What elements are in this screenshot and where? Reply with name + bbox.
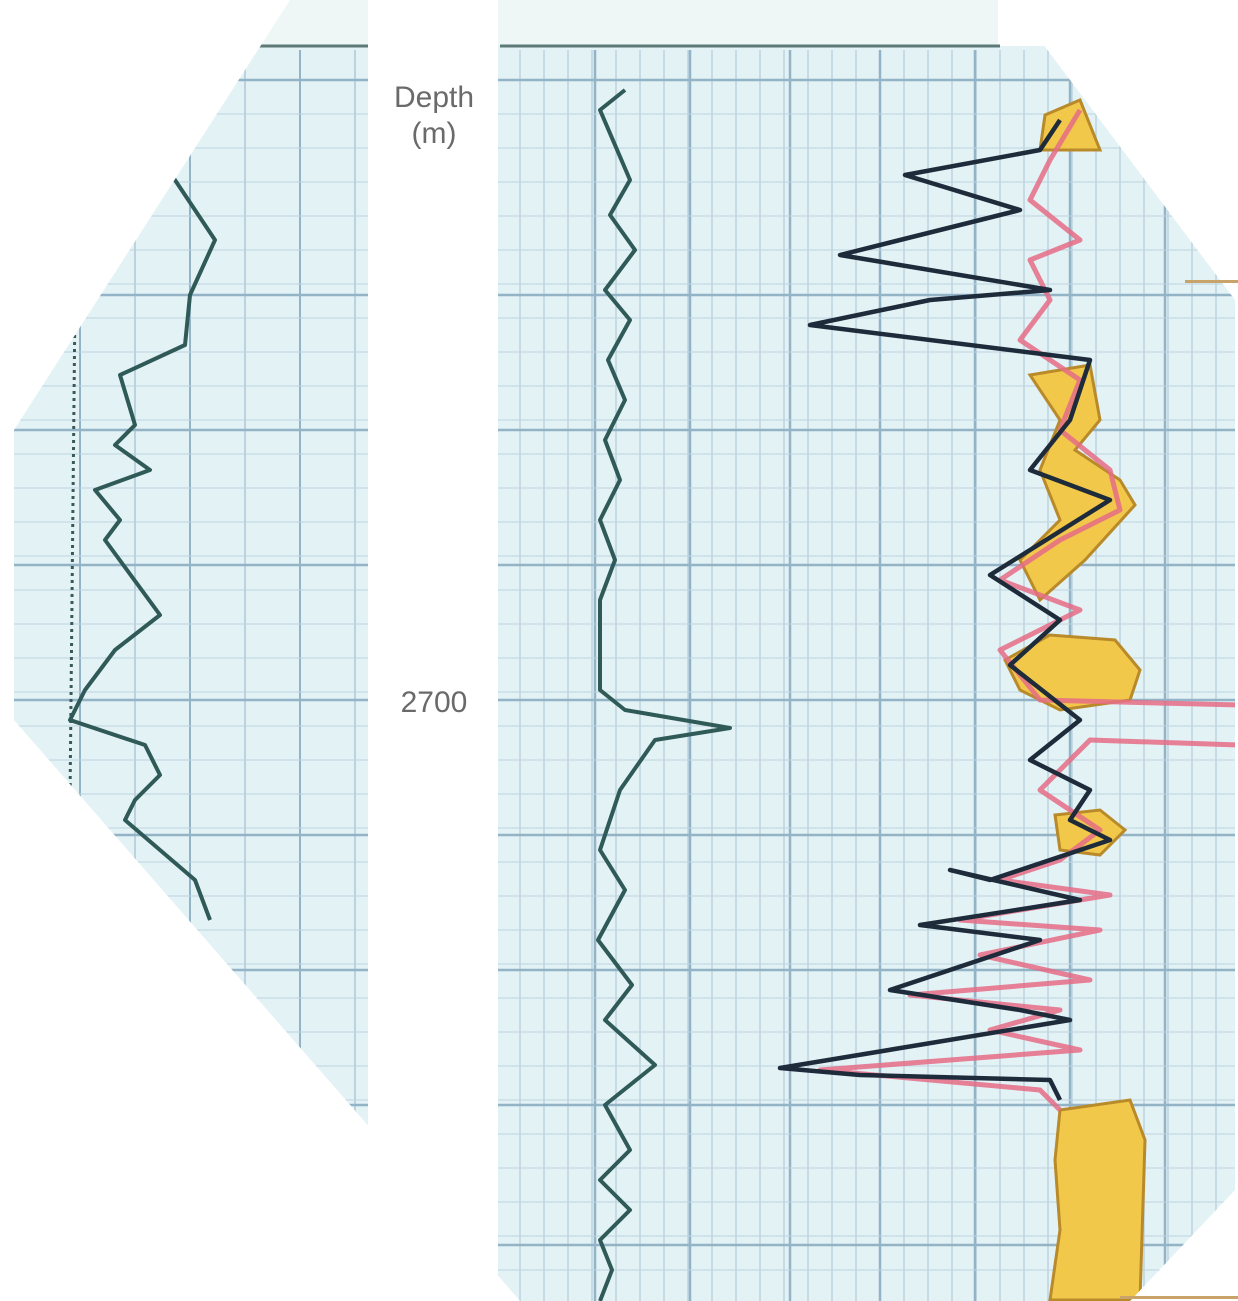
right-track-teal-curve bbox=[596, 88, 732, 1301]
sand-fill-region bbox=[1003, 633, 1142, 712]
sand-fill-region bbox=[1018, 363, 1137, 603]
left-track-header bbox=[260, 0, 360, 46]
decorative-line-top bbox=[1185, 280, 1238, 283]
left-track-background bbox=[14, 46, 368, 1301]
depth-title-line-1: Depth bbox=[393, 81, 475, 114]
decorative-line-bottom bbox=[1120, 1296, 1238, 1299]
right-track-dark-curve bbox=[777, 118, 1113, 1102]
sand-fill-region bbox=[1048, 1098, 1147, 1301]
left-track-curve bbox=[68, 163, 217, 921]
right-header-band bbox=[498, 0, 998, 46]
depth-title-line-2: (m) bbox=[411, 117, 457, 150]
depth-axis-title: Depth (m) bbox=[378, 80, 490, 152]
right-track-header bbox=[500, 0, 980, 46]
depth-tick-label-2700: 2700 bbox=[378, 686, 490, 720]
